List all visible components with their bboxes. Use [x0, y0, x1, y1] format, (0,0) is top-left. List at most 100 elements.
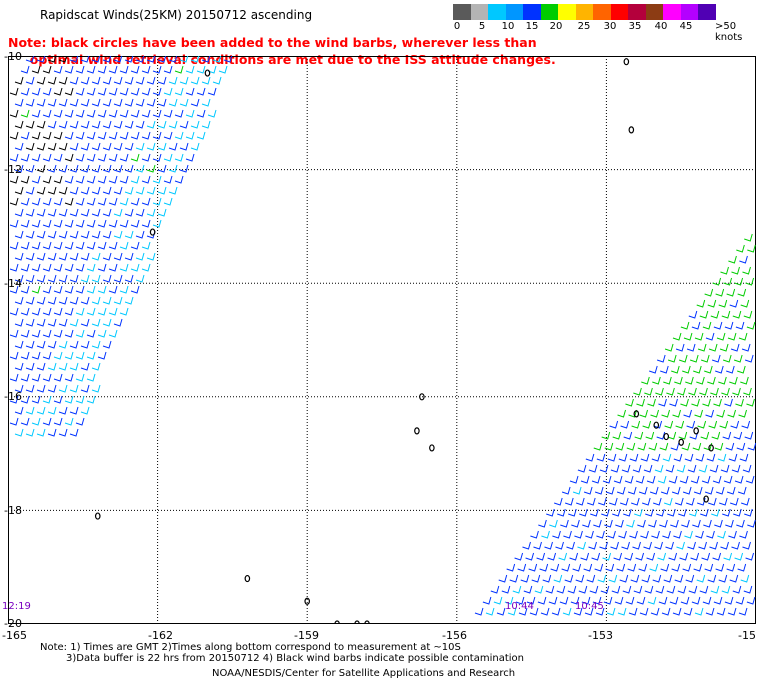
wind-barb-east — [567, 585, 577, 594]
wind-barb-west-stroke — [97, 351, 107, 360]
wind-barb-west-stroke — [135, 98, 145, 107]
wind-barb-east — [703, 519, 712, 528]
wind-barb-east-stroke — [652, 376, 661, 385]
wind-barb-west-stroke — [80, 56, 90, 63]
wind-barb-west — [75, 329, 85, 338]
wind-barb-west-stroke — [36, 428, 46, 437]
colorbar-label: 0 — [453, 21, 461, 32]
wind-barb-east — [747, 244, 756, 253]
wind-barb-west-stroke — [47, 296, 57, 305]
wind-barb-east — [689, 354, 699, 363]
wind-barb-east — [721, 310, 731, 319]
wind-barb-east-stroke — [685, 574, 695, 583]
wind-barb-west-stroke — [135, 164, 145, 173]
wind-barb-east-stroke — [687, 464, 697, 473]
wind-barb-east-stroke — [591, 475, 601, 484]
wind-barb-west-stroke — [124, 98, 134, 107]
wind-barb-west — [58, 340, 68, 349]
wind-barb-east — [555, 541, 564, 550]
wind-barb-west-stroke — [31, 263, 41, 272]
wind-barb-west-stroke — [119, 285, 129, 294]
wind-barb-east-stroke — [706, 530, 715, 539]
wind-barb-west — [97, 329, 107, 338]
wind-barb-east — [658, 596, 668, 605]
wind-barb-east — [634, 508, 643, 517]
wind-barb-west — [223, 56, 233, 63]
wind-barb-east — [676, 464, 686, 473]
wind-barb-east — [542, 574, 552, 583]
wind-barb-west — [42, 395, 52, 404]
wind-barb-east — [678, 354, 688, 363]
wind-barb-east-stroke — [659, 442, 669, 451]
wind-barb-east-stroke — [723, 552, 733, 561]
wind-barb-east-stroke — [642, 497, 651, 506]
wind-barb-west-stroke — [108, 307, 118, 316]
wind-barb-east-stroke — [474, 607, 484, 616]
wind-barb-east-stroke — [746, 398, 755, 407]
wind-barb-east — [696, 574, 706, 583]
wind-barb-east-stroke — [567, 585, 577, 594]
wind-barb-west-stroke — [124, 296, 134, 305]
wind-barb-east — [525, 552, 535, 561]
wind-barb-east-stroke — [673, 453, 683, 462]
wind-barb-east-stroke — [501, 585, 511, 594]
wind-barb-west-stroke — [64, 109, 74, 118]
wind-barb-west-stroke — [64, 87, 74, 96]
wind-barb-west-stroke — [185, 131, 195, 140]
wind-barb-west — [69, 208, 79, 217]
wind-barb-east — [644, 585, 654, 594]
wind-barb-west-stroke — [64, 219, 74, 228]
wind-barb-west-stroke — [42, 417, 52, 426]
wind-barb-east-stroke — [660, 563, 670, 572]
wind-barb-east-stroke — [681, 442, 691, 451]
wind-barb-east — [688, 585, 698, 594]
wind-barb-east-stroke — [618, 453, 628, 462]
wind-barb-east-stroke — [526, 596, 536, 605]
wind-barb-west-stroke — [64, 417, 74, 426]
wind-barb-west-stroke — [179, 164, 189, 173]
wind-barb-west — [25, 362, 35, 371]
wind-barb-east-stroke — [566, 541, 575, 550]
wind-barb-east — [726, 486, 736, 495]
wind-barb-east-stroke — [721, 387, 730, 396]
wind-barb-west — [31, 285, 41, 294]
wind-barb-west-stroke — [124, 56, 134, 63]
wind-barb-east-stroke — [636, 398, 645, 407]
wind-barb-east — [692, 519, 701, 528]
wind-barb-east — [552, 530, 561, 539]
wind-barb-west — [64, 373, 74, 382]
wind-barb-east — [682, 563, 692, 572]
wind-barb-east — [715, 288, 725, 297]
wind-barb-west — [86, 241, 96, 250]
wind-barb-east — [683, 409, 693, 418]
wind-barb-west-stroke — [91, 274, 101, 283]
wind-barb-west-stroke — [20, 241, 30, 250]
wind-barb-east — [711, 431, 721, 440]
wind-barb-east — [622, 585, 632, 594]
wind-barb-west — [31, 197, 41, 206]
wind-barb-west-stroke — [36, 362, 46, 371]
wind-barb-west-stroke — [113, 230, 123, 239]
wind-barb-west — [124, 98, 134, 107]
wind-barb-east-stroke — [685, 376, 694, 385]
wind-barb-east-stroke — [686, 420, 696, 429]
footnote-line-2: 3)Data buffer is 22 hrs from 20150712 4)… — [66, 653, 524, 664]
wind-barb-east-stroke — [720, 541, 729, 550]
wind-barb-west-stroke — [124, 186, 134, 195]
wind-barb-west-stroke — [75, 131, 85, 140]
wind-barb-east — [662, 453, 672, 462]
wind-barb-east-stroke — [656, 354, 666, 363]
wind-barb-east-stroke — [663, 376, 672, 385]
wind-barb-west-stroke — [58, 362, 68, 371]
wind-barb-west — [9, 197, 19, 206]
wind-barb-east-stroke — [509, 574, 519, 583]
wind-barb-west-stroke — [31, 175, 41, 184]
wind-barb-east-stroke — [581, 596, 591, 605]
wind-barb-west — [113, 230, 123, 239]
wind-barb-east — [474, 607, 484, 616]
wind-barb-west-stroke — [64, 241, 74, 250]
wind-barb-west — [91, 296, 101, 305]
wind-barb-west — [130, 65, 140, 74]
lat-label-16: -16 — [4, 390, 22, 403]
wind-barb-east — [704, 486, 714, 495]
